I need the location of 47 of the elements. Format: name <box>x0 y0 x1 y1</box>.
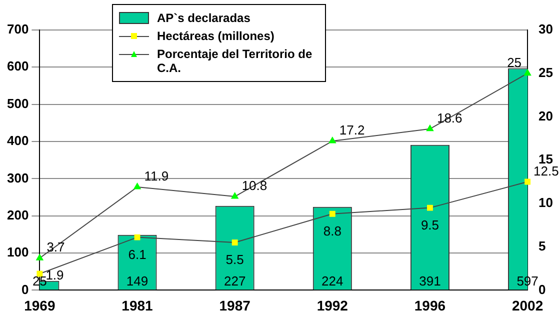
y2-tick-label: 0 <box>538 282 546 297</box>
y2-tick-label: 30 <box>538 22 554 37</box>
data-label: 224 <box>322 273 344 288</box>
point <box>426 124 434 132</box>
data-label: 149 <box>126 273 148 288</box>
data-label: 17.2 <box>339 122 365 138</box>
y2-tick-label: 20 <box>538 108 554 124</box>
data-label: 1.9 <box>46 267 64 282</box>
y-tick-label: 400 <box>6 133 29 148</box>
point <box>426 204 433 211</box>
data-label: 25 <box>507 54 522 70</box>
y-tick-label: 500 <box>6 96 29 111</box>
point <box>36 254 44 260</box>
x-tick-label: 2002 <box>512 297 544 314</box>
x-tick-label: 1996 <box>414 297 446 314</box>
x-tick-label: 1969 <box>24 297 56 314</box>
x-tick-label: 1981 <box>122 297 154 314</box>
y-tick-label: 700 <box>6 22 29 37</box>
data-label: 11.9 <box>144 168 169 184</box>
point <box>134 234 140 240</box>
point <box>231 192 238 199</box>
y2-tick-label: 5 <box>538 238 546 254</box>
data-label: 8.8 <box>323 223 342 238</box>
data-label: 6.1 <box>128 246 146 262</box>
y2-tick-label: 10 <box>538 195 554 210</box>
y-tick-label: 0 <box>21 282 29 297</box>
data-label: 9.5 <box>420 217 440 232</box>
point <box>329 210 336 217</box>
legend-label: Hectáreas (millones) <box>157 29 274 43</box>
legend-label: Porcentaje del Territorio de C.A. <box>157 47 314 75</box>
data-label: 227 <box>224 273 246 288</box>
point <box>524 69 532 76</box>
x-tick-label: 1992 <box>316 297 348 314</box>
point <box>524 178 531 185</box>
y-tick-label: 100 <box>6 244 29 260</box>
point <box>328 137 336 144</box>
y-tick-label: 200 <box>6 207 29 222</box>
y-tick-label: 600 <box>6 58 29 74</box>
y2-tick-label: 25 <box>538 64 554 80</box>
y-tick-label: 300 <box>6 170 29 186</box>
data-label: 5.5 <box>226 252 244 268</box>
data-label: 391 <box>419 273 441 288</box>
point <box>232 240 238 246</box>
data-label: 597 <box>516 273 538 288</box>
point <box>134 182 141 190</box>
x-tick-label: 1987 <box>219 297 251 314</box>
legend-label: AP`s declaradas <box>157 11 250 25</box>
